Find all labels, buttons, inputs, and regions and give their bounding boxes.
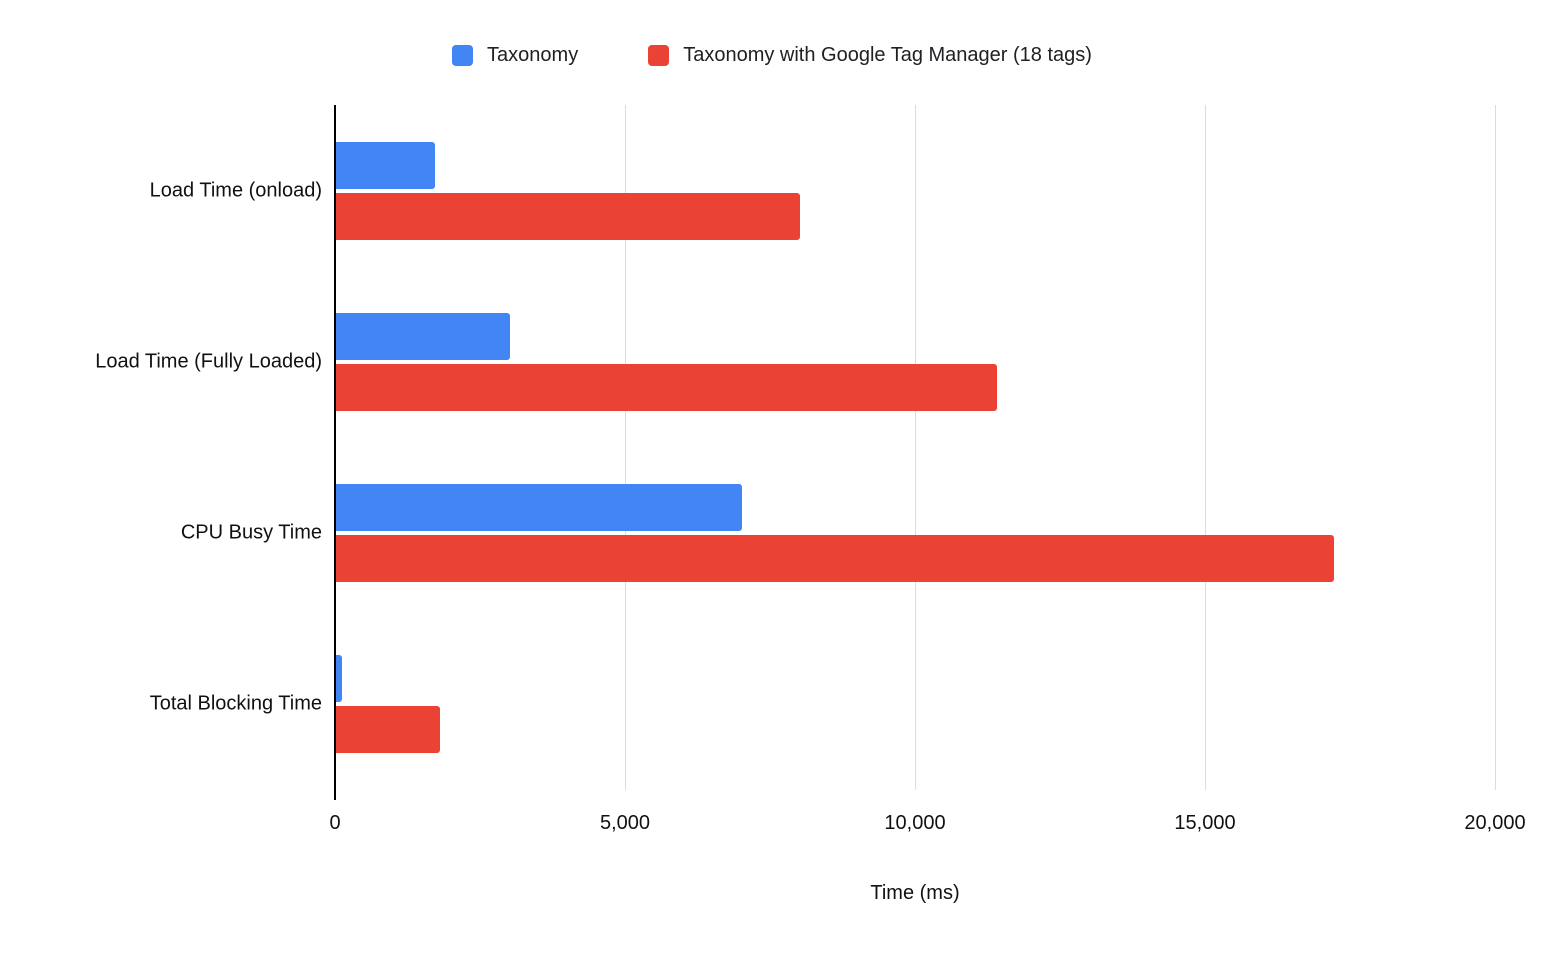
legend-swatch-icon bbox=[452, 45, 474, 66]
chart-legend: Taxonomy Taxonomy with Google Tag Manager… bbox=[0, 44, 1544, 67]
x-tick-label: 15,000 bbox=[1174, 812, 1236, 834]
x-tick-label: 0 bbox=[329, 812, 341, 834]
axis-zero-line bbox=[334, 105, 336, 800]
category-label: Total Blocking Time bbox=[149, 692, 322, 715]
bar bbox=[336, 484, 742, 532]
plot-area bbox=[334, 105, 1496, 800]
gridline bbox=[625, 105, 626, 790]
legend-swatch-icon bbox=[648, 45, 670, 66]
category-label: Load Time (Fully Loaded) bbox=[95, 350, 322, 373]
gridline bbox=[1205, 105, 1206, 790]
x-axis-title: Time (ms) bbox=[870, 882, 960, 904]
x-tick-label: 20,000 bbox=[1464, 812, 1526, 834]
x-tick-label: 10,000 bbox=[884, 812, 946, 834]
bar bbox=[336, 363, 998, 411]
bar bbox=[336, 655, 342, 703]
bar bbox=[336, 141, 435, 189]
gridline bbox=[1495, 105, 1496, 790]
bar bbox=[336, 312, 510, 360]
bar bbox=[336, 706, 441, 754]
bar bbox=[336, 192, 800, 240]
category-label: CPU Busy Time bbox=[180, 521, 322, 544]
legend-item-0: Taxonomy bbox=[452, 44, 578, 67]
bar bbox=[336, 535, 1334, 583]
gridline bbox=[915, 105, 916, 790]
x-axis-tick-labels: 0 5,000 10,000 15,000 20,000 bbox=[329, 812, 1525, 842]
legend-item-1: Taxonomy with Google Tag Manager (18 tag… bbox=[648, 44, 1092, 67]
x-tick-label: 5,000 bbox=[599, 812, 651, 834]
y-axis-category-labels: Load Time (onload) Load Time (Fully Loade… bbox=[0, 105, 322, 790]
category-label: Load Time (onload) bbox=[149, 179, 322, 202]
legend-label: Taxonomy with Google Tag Manager (18 tag… bbox=[683, 44, 1092, 66]
legend-label: Taxonomy bbox=[487, 44, 579, 66]
